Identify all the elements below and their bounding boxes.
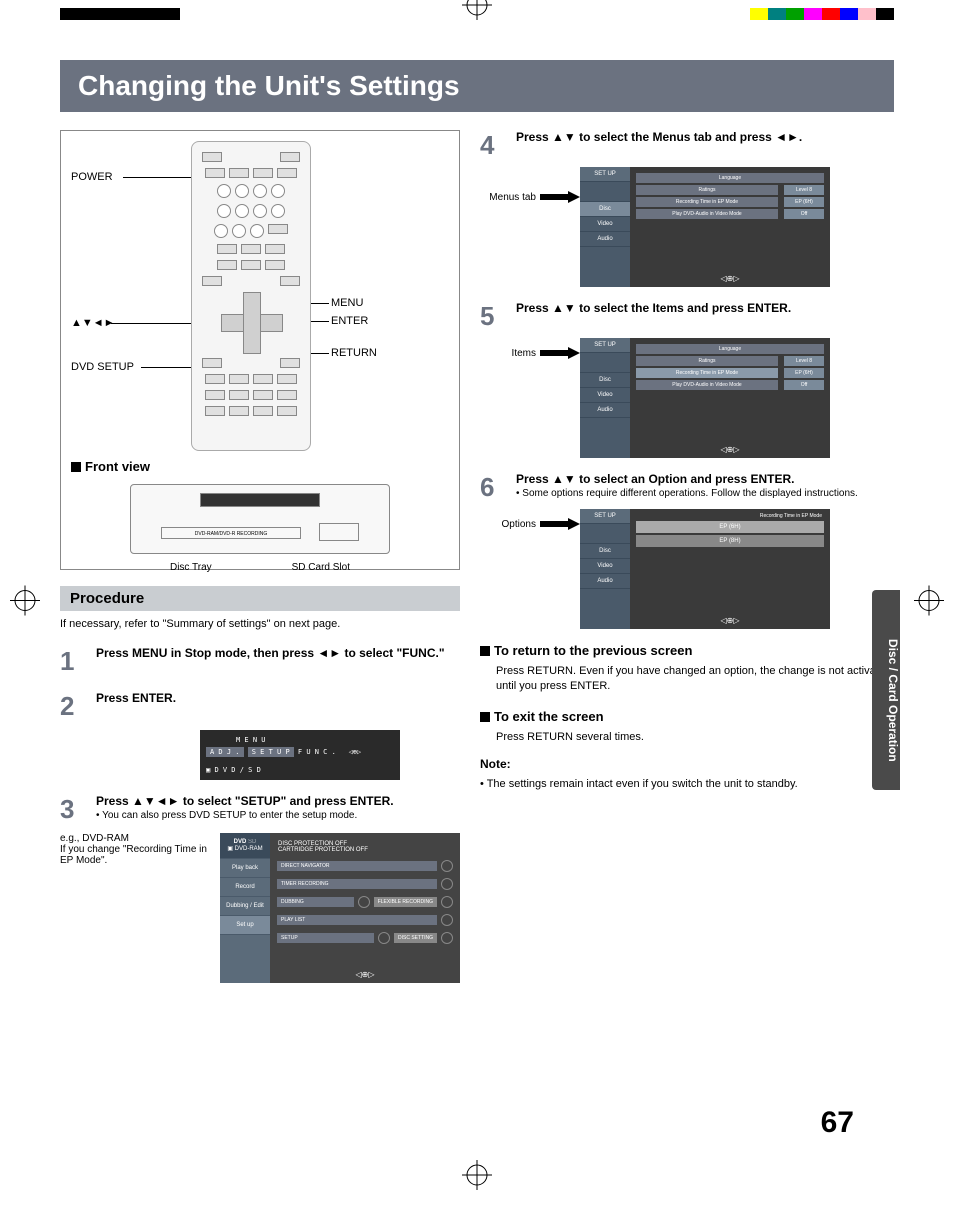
step6-display: SET UP Disc Video Audio Recording Time i… <box>580 509 830 629</box>
front-view-title: Front view <box>71 459 459 474</box>
note-heading: Note: <box>480 757 894 771</box>
arrow-icon <box>540 347 580 359</box>
step4-display: SET UP Disc Video Audio Language Ratings… <box>580 167 830 287</box>
exit-heading: To exit the screen <box>480 709 894 724</box>
device-slot-label: DVD-RAM/DVD-R RECORDING <box>161 527 301 539</box>
step-4: 4 Press ▲▼ to select the Menus tab and p… <box>480 130 894 161</box>
step4-callout: Menus tab <box>480 192 536 203</box>
registration-target-right <box>914 585 944 620</box>
arrow-icon <box>540 518 580 530</box>
remote-drawing <box>191 141 311 451</box>
procedure-intro: If necessary, refer to "Summary of setti… <box>60 617 460 632</box>
reg-black-bar <box>60 8 180 20</box>
label-arrows: ▲▼◄► <box>71 317 115 329</box>
label-menu: MENU <box>331 297 363 309</box>
step-1: 1 Press MENU in Stop mode, then press ◄►… <box>60 646 460 677</box>
step3-eg: e.g., DVD-RAM If you change "Recording T… <box>60 833 210 866</box>
registration-target-top <box>462 0 492 20</box>
reg-color-swatches <box>750 8 894 20</box>
right-column: 4 Press ▲▼ to select the Menus tab and p… <box>480 130 894 983</box>
step3-display: DVD SD▣ DVD-RAM Play back Record Dubbing… <box>220 833 460 983</box>
label-power: POWER <box>71 171 113 183</box>
device-drawing: DVD-RAM/DVD-R RECORDING <box>130 484 390 554</box>
side-tab: Disc / Card Operation <box>872 590 900 790</box>
left-column: POWER ▲▼◄► DVD SETUP MENU ENTER RETURN F… <box>60 130 460 983</box>
exit-body: Press RETURN several times. <box>480 730 894 745</box>
registration-target-bottom <box>462 1160 492 1195</box>
label-dvdsetup: DVD SETUP <box>71 361 134 373</box>
disc-tray-label: Disc Tray <box>170 562 212 573</box>
step2-display: M E N U A D J . S E T U P F U N C . ◁⊕▷ … <box>200 730 400 780</box>
step5-callout: Items <box>480 348 536 359</box>
sd-slot-label: SD Card Slot <box>292 562 350 573</box>
step6-callout: Options <box>480 519 536 530</box>
step5-display: SET UP Disc Video Audio Language Ratings… <box>580 338 830 458</box>
return-heading: To return to the previous screen <box>480 643 894 658</box>
page-content: Changing the Unit's Settings <box>60 60 894 1160</box>
page-title: Changing the Unit's Settings <box>60 60 894 112</box>
return-body: Press RETURN. Even if you have changed a… <box>480 664 894 695</box>
arrow-icon <box>540 191 580 203</box>
note-body: • The settings remain intact even if you… <box>480 777 894 792</box>
page-number: 67 <box>821 1106 854 1140</box>
registration-target-left <box>10 585 40 620</box>
remote-diagram: POWER ▲▼◄► DVD SETUP MENU ENTER RETURN F… <box>60 130 460 570</box>
step-5: 5 Press ▲▼ to select the Items and press… <box>480 301 894 332</box>
procedure-title: Procedure <box>60 586 460 611</box>
label-enter: ENTER <box>331 315 368 327</box>
step-3: 3 Press ▲▼◄► to select "SETUP" and press… <box>60 794 460 825</box>
step-6: 6 Press ▲▼ to select an Option and press… <box>480 472 894 503</box>
label-return: RETURN <box>331 347 377 359</box>
step-2: 2 Press ENTER. <box>60 691 460 722</box>
